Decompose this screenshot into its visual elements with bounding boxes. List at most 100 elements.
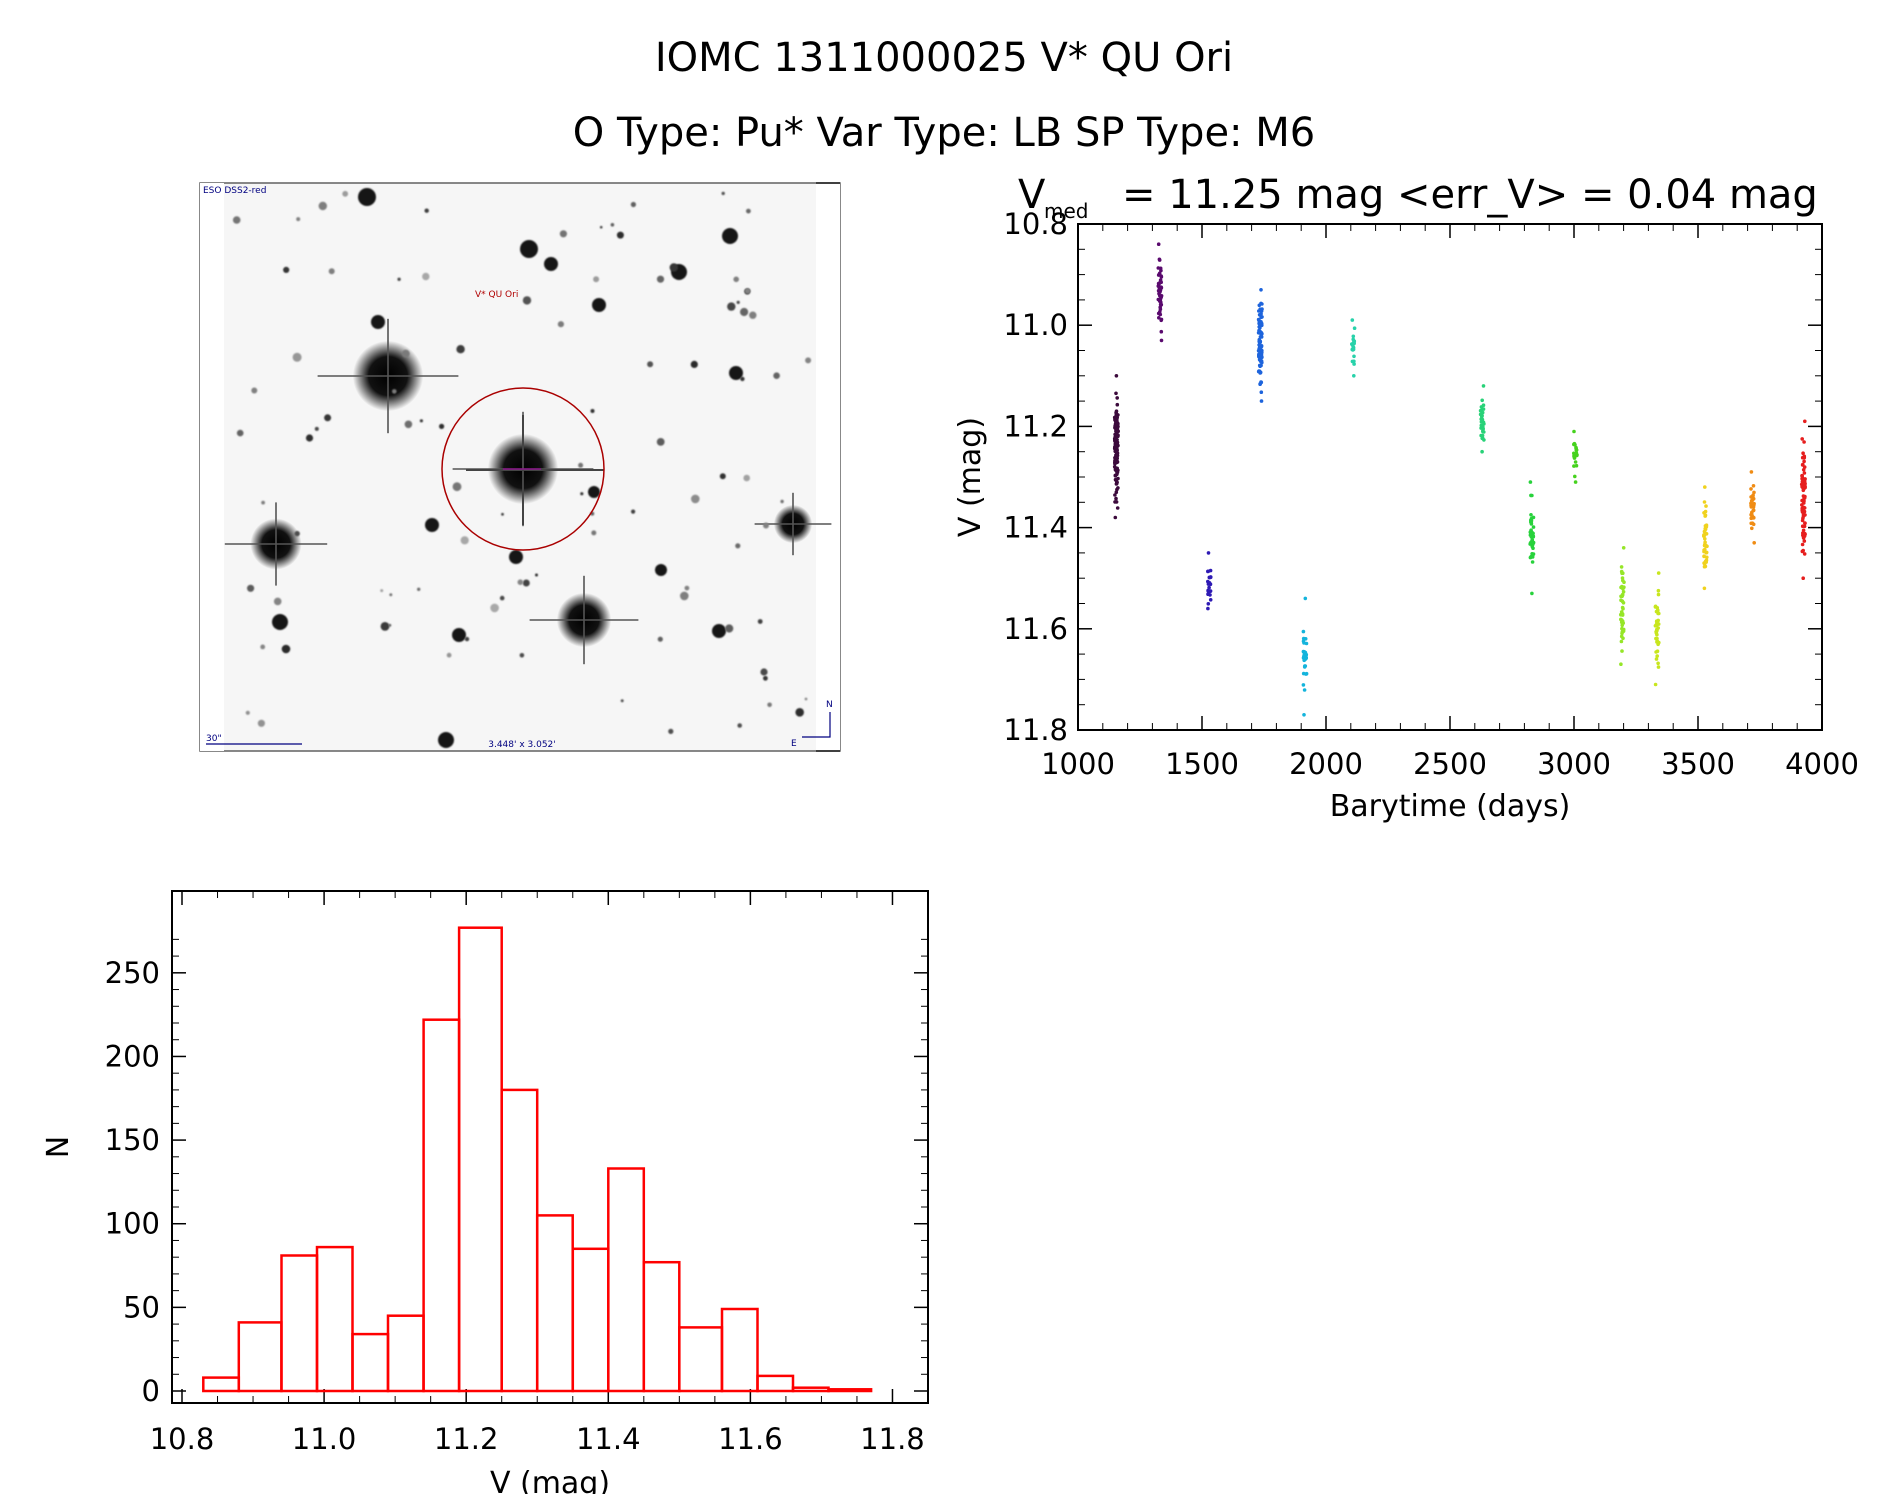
lightcurve-points	[1112, 242, 1807, 717]
star-faint	[737, 723, 742, 728]
lightcurve-point	[1653, 605, 1658, 609]
star-faint	[522, 579, 530, 587]
star-faint	[388, 623, 392, 627]
lightcurve-point	[1351, 334, 1356, 339]
lightcurve-series	[1572, 429, 1579, 484]
star-faint	[380, 589, 384, 593]
lightcurve-point	[1702, 549, 1706, 554]
lightcurve-point	[1260, 360, 1264, 365]
scale-label: 30"	[206, 734, 222, 744]
lightcurve-point	[1350, 318, 1355, 322]
lightcurve-point	[1113, 458, 1117, 463]
lightcurve-point	[1619, 598, 1623, 602]
lightcurve-point	[1653, 624, 1658, 628]
star-faint	[680, 591, 689, 601]
histogram-xtick-label: 11.0	[292, 1422, 357, 1456]
lightcurve-point	[1482, 438, 1486, 442]
star-faint	[247, 584, 255, 592]
lightcurve-point	[1750, 526, 1754, 531]
histogram-bar	[678, 1326, 724, 1393]
star-faint	[616, 231, 624, 239]
star-medium	[544, 257, 558, 271]
star-faint	[727, 302, 736, 311]
lightcurve-ytick-label: 10.8	[1003, 207, 1068, 241]
star-faint	[620, 699, 624, 703]
lightcurve-point	[1529, 513, 1533, 517]
star-faint	[795, 708, 804, 717]
lightcurve-point	[1705, 555, 1709, 560]
star-faint	[780, 499, 784, 504]
target-label: V* QU Ori	[475, 290, 518, 300]
lightcurve-point	[1478, 412, 1483, 417]
lightcurve-point	[1114, 443, 1118, 447]
star-faint	[292, 352, 302, 362]
lightcurve-point	[1573, 480, 1578, 484]
lightcurve-point	[1574, 448, 1579, 452]
lightcurve-point	[1751, 484, 1756, 488]
lightcurve-point	[1301, 671, 1306, 676]
star-faint	[735, 543, 741, 549]
lightcurve-point	[1572, 429, 1576, 434]
lightcurve-point	[1801, 516, 1805, 521]
star-faint	[294, 530, 300, 537]
lightcurve-point	[1800, 455, 1805, 460]
star-faint	[422, 272, 430, 281]
lightcurve-point	[1655, 654, 1659, 658]
lightcurve-point	[1258, 364, 1262, 369]
lightcurve-point	[1702, 543, 1707, 548]
lightcurve-point	[1206, 606, 1210, 611]
histogram-bar	[642, 1260, 681, 1393]
lightcurve-point	[1352, 362, 1356, 366]
star-faint	[273, 597, 282, 606]
lightcurve-point	[1752, 490, 1756, 495]
stats-text: = 11.25 mag <err_V> = 0.04 mag	[1122, 172, 1818, 218]
lightcurve-point	[1749, 470, 1754, 474]
star-faint	[559, 230, 568, 238]
lightcurve-point	[1260, 331, 1264, 336]
star-faint	[657, 636, 663, 642]
star-faint	[296, 217, 301, 222]
lightcurve-ytick-label: 11.6	[1003, 612, 1068, 646]
lightcurve-point	[1657, 640, 1661, 645]
lightcurve-series	[1256, 288, 1264, 403]
lightcurve-series	[1653, 571, 1661, 687]
star-faint	[397, 277, 401, 281]
histogram-chart: 10.8 11.0 11.2 11.4 11.6 11.8050100150200250 …	[41, 890, 929, 1494]
star-faint	[460, 536, 469, 545]
star-faint	[419, 419, 423, 423]
lightcurve-point	[1801, 451, 1805, 456]
lightcurve-point	[1113, 515, 1118, 520]
lightcurve-point	[1704, 524, 1709, 529]
lightcurve-point	[1702, 533, 1706, 537]
lightcurve-point	[1654, 636, 1658, 641]
lightcurve-point	[1621, 546, 1626, 550]
histogram-bar	[791, 1386, 830, 1393]
star-faint	[725, 624, 734, 633]
lightcurve-ytick-label: 11.4	[1003, 511, 1068, 545]
histogram-bar	[422, 1018, 461, 1393]
lightcurve-point	[1208, 568, 1213, 573]
lightcurve-point	[1655, 609, 1660, 614]
lightcurve-plot-frame	[1077, 223, 1823, 731]
histogram-bar	[500, 1088, 539, 1393]
lightcurve-point	[1259, 399, 1264, 403]
histogram-xtick-label: 10.8	[150, 1422, 215, 1456]
lightcurve-point	[1352, 354, 1356, 359]
star-faint	[236, 429, 244, 437]
lightcurve-point	[1530, 544, 1534, 549]
star-medium	[722, 228, 738, 244]
star-faint	[324, 414, 332, 422]
histogram-ytick-label: 50	[123, 1290, 160, 1324]
lightcurve-point	[1749, 504, 1754, 508]
lightcurve-point	[1802, 506, 1807, 510]
lightcurve-point	[1480, 398, 1484, 403]
lightcurve-point	[1654, 657, 1659, 661]
lightcurve-point	[1480, 449, 1484, 454]
histogram-xtick-label: 11.4	[576, 1422, 641, 1456]
lightcurve-point	[1206, 551, 1211, 555]
lightcurve-point	[1703, 513, 1708, 518]
histogram-bar	[280, 1254, 319, 1393]
histogram-ytick-label: 250	[105, 956, 160, 990]
lightcurve-point	[1156, 242, 1161, 246]
histogram-ytick-label: 0	[142, 1374, 160, 1408]
